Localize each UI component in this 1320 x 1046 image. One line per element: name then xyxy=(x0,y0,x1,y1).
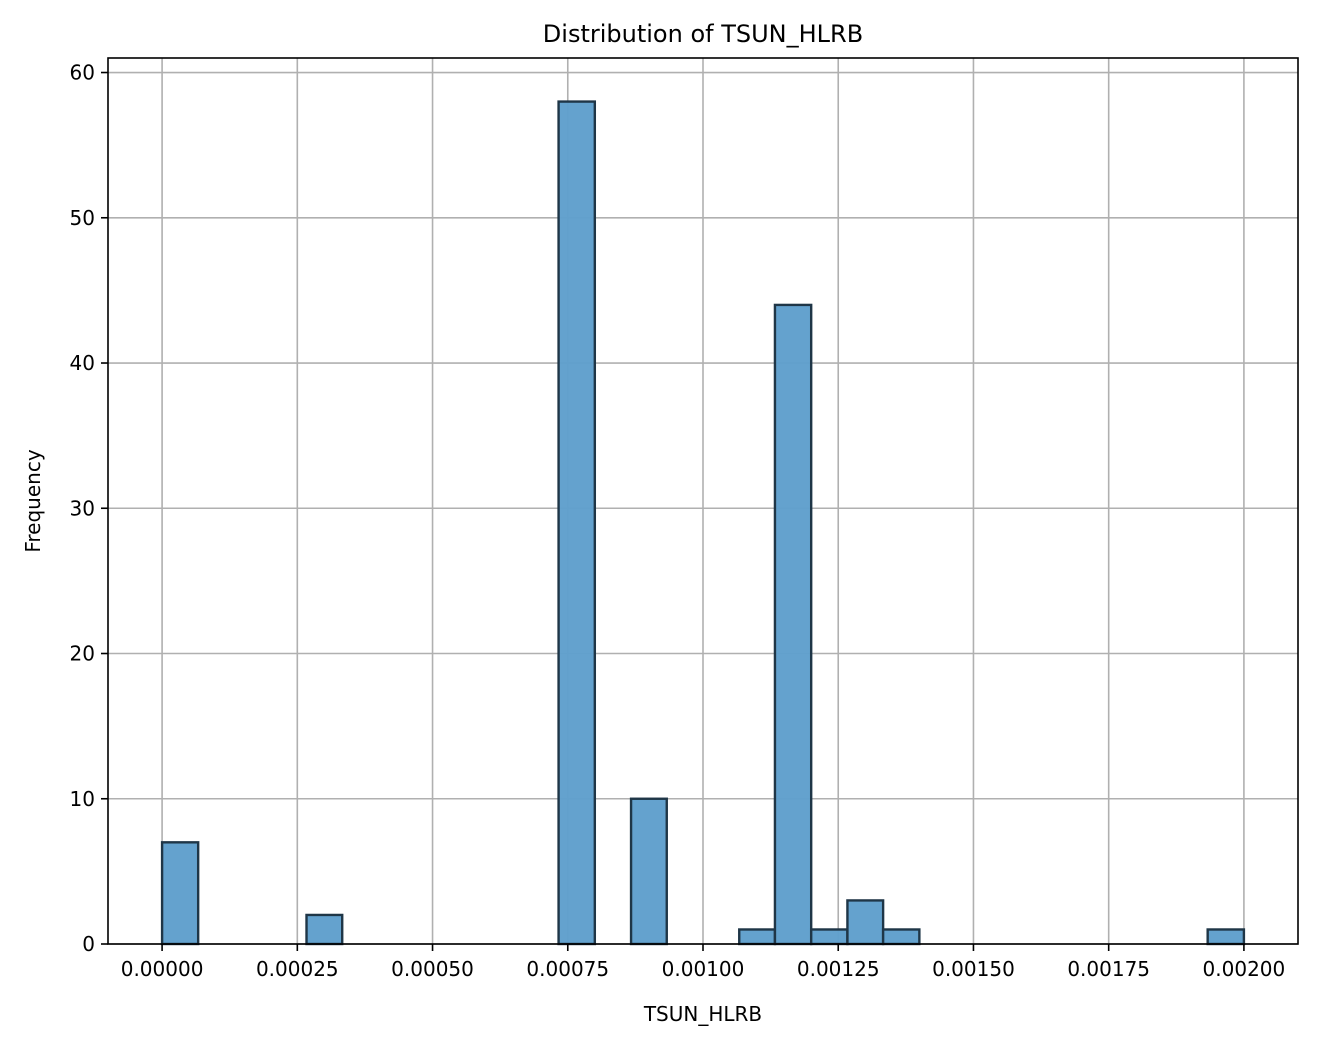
y-tick-label: 10 xyxy=(70,787,95,811)
histogram-bar xyxy=(160,841,200,946)
x-tick-label: 0.00100 xyxy=(662,957,745,981)
y-tick-label: 60 xyxy=(70,61,95,85)
x-tick-label: 0.00025 xyxy=(256,957,339,981)
x-tick-label: 0.00050 xyxy=(391,957,474,981)
y-tick-label: 30 xyxy=(70,496,95,520)
y-tick-label: 20 xyxy=(70,642,95,666)
chart-title: Distribution of TSUN_HLRB xyxy=(543,20,863,48)
x-tick-label: 0.00125 xyxy=(797,957,880,981)
histogram-bar xyxy=(809,928,849,946)
x-axis-ticks: 0.00000 0.00025 0.00050 0.00075 0.00100 0.001… xyxy=(121,944,1286,981)
histogram-bar xyxy=(1206,928,1246,946)
x-tick-label: 0.00175 xyxy=(1067,957,1150,981)
histogram-bar xyxy=(557,100,597,946)
histogram-bar xyxy=(738,928,777,946)
histogram-bar xyxy=(629,797,668,946)
y-axis-ticks: 0 10 20 30 40 50 60 xyxy=(70,61,108,956)
histogram-bar xyxy=(773,303,813,946)
x-tick-label: 0.00075 xyxy=(526,957,609,981)
y-tick-label: 50 xyxy=(70,206,95,230)
grid-lines xyxy=(108,58,1298,945)
y-axis-label: Frequency xyxy=(21,449,45,552)
x-axis-label: TSUN_HLRB xyxy=(643,1002,762,1026)
y-tick-label: 40 xyxy=(70,351,95,375)
y-tick-label: 0 xyxy=(82,932,95,956)
histogram-bar xyxy=(305,913,344,946)
x-tick-label: 0.00200 xyxy=(1203,957,1286,981)
x-tick-label: 0.00000 xyxy=(121,957,204,981)
histogram-bar xyxy=(846,899,885,946)
histogram-bar xyxy=(881,928,921,946)
x-tick-label: 0.00150 xyxy=(932,957,1015,981)
